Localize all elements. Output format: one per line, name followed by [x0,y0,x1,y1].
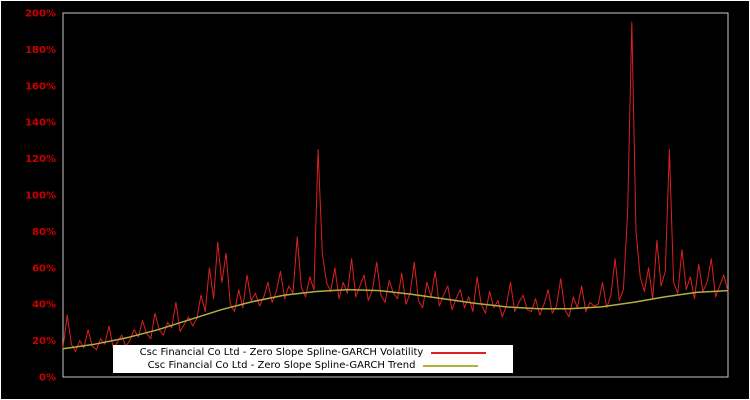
svg-text:20%: 20% [32,336,56,347]
svg-text:120%: 120% [25,154,56,165]
svg-text:100%: 100% [25,191,56,202]
legend-item-volatility: Csc Financial Co Ltd - Zero Slope Spline… [117,346,509,359]
svg-text:140%: 140% [25,118,56,129]
legend-label-volatility: Csc Financial Co Ltd - Zero Slope Spline… [139,347,424,358]
legend-line-sample-volatility [431,351,487,354]
legend-label-trend: Csc Financial Co Ltd - Zero Slope Spline… [147,360,416,371]
svg-text:180%: 180% [25,45,56,56]
svg-text:0%: 0% [39,373,56,384]
svg-text:40%: 40% [32,300,56,311]
chart-legend: Csc Financial Co Ltd - Zero Slope Spline… [113,345,513,373]
legend-line-sample-trend [423,364,479,367]
svg-text:200%: 200% [25,9,56,20]
svg-text:80%: 80% [32,227,56,238]
legend-item-trend: Csc Financial Co Ltd - Zero Slope Spline… [117,359,509,372]
svg-text:160%: 160% [25,81,56,92]
svg-text:60%: 60% [32,263,56,274]
